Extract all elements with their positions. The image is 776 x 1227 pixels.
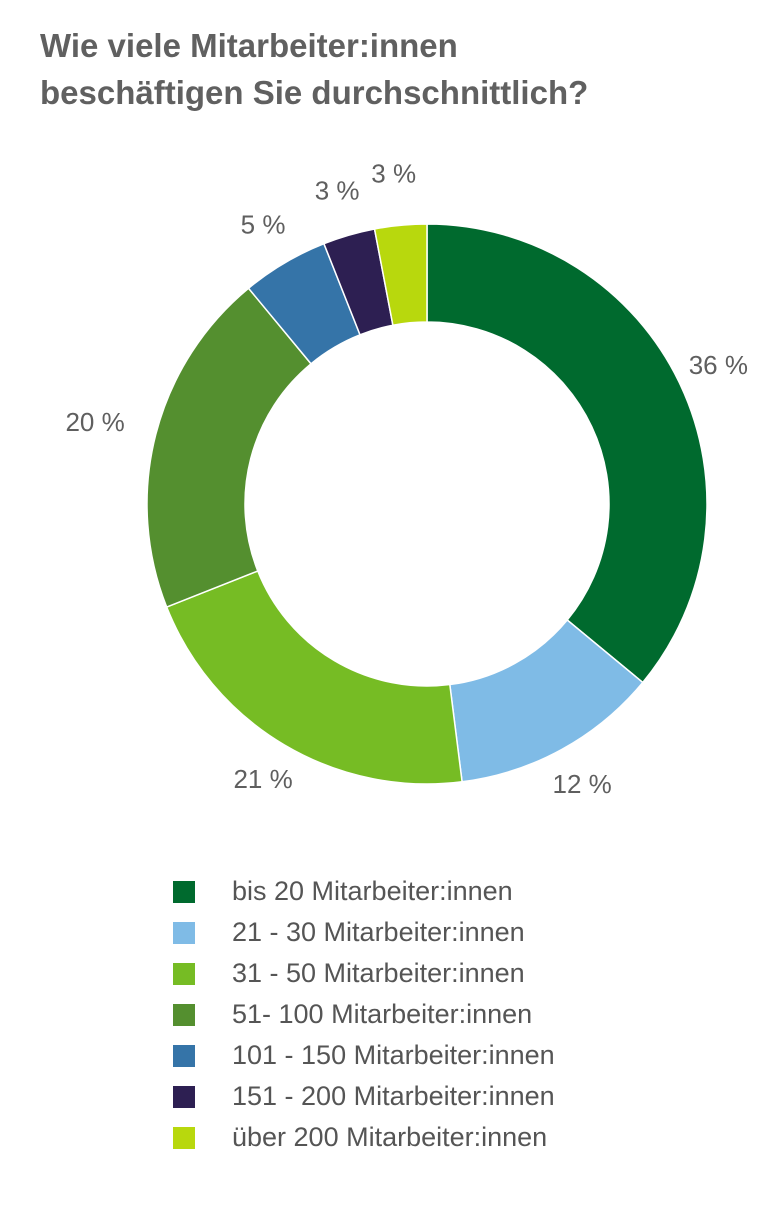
slice-value-label-7: 3 % [371, 158, 416, 188]
legend-label: 31 - 50 Mitarbeiter:innen [232, 958, 525, 988]
slice-value-label-1: 36 % [689, 350, 748, 380]
legend-swatch [173, 1126, 195, 1149]
slice-value-label-6: 3 % [315, 176, 360, 206]
legend-item: über 200 Mitarbeiter:innen [173, 1117, 555, 1158]
slice-value-label-3: 21 % [233, 764, 292, 794]
legend-swatch [173, 880, 195, 903]
donut-slice-4 [146, 287, 313, 609]
legend-swatch [173, 1044, 195, 1067]
donut-chart: 36 % 12 % 21 % 20 % 5 % 3 % 3 % [65, 158, 748, 799]
legend-swatch [173, 1085, 195, 1108]
donut-slice-1 [426, 223, 708, 684]
legend-item: 31 - 50 Mitarbeiter:innen [173, 953, 555, 994]
legend-label: über 200 Mitarbeiter:innen [232, 1122, 548, 1152]
legend-item: 151 - 200 Mitarbeiter:innen [173, 1076, 555, 1117]
chart-title: Wie viele Mitarbeiter:innen beschäftigen… [40, 22, 740, 116]
slice-value-label-2: 12 % [552, 769, 611, 799]
legend-item: 21 - 30 Mitarbeiter:innen [173, 912, 555, 953]
chart-title-line-2: beschäftigen Sie durchschnittlich? [40, 74, 589, 111]
chart-title-line-1: Wie viele Mitarbeiter:innen [40, 27, 458, 64]
donut-slice-7 [373, 223, 428, 327]
legend-swatch [173, 921, 195, 944]
legend-item: 51- 100 Mitarbeiter:innen [173, 994, 555, 1035]
legend-label: bis 20 Mitarbeiter:innen [232, 876, 513, 906]
legend-swatch [173, 1003, 195, 1026]
donut-value-labels: 36 % 12 % 21 % 20 % 5 % 3 % 3 % [65, 158, 748, 799]
legend-item: 101 - 150 Mitarbeiter:innen [173, 1035, 555, 1076]
legend-item: bis 20 Mitarbeiter:innen [173, 871, 555, 912]
slice-value-label-4: 20 % [65, 407, 124, 437]
slice-value-label-5: 5 % [241, 210, 286, 240]
legend-label: 51- 100 Mitarbeiter:innen [232, 999, 533, 1029]
donut-slices [146, 223, 708, 785]
chart-legend: bis 20 Mitarbeiter:innen 21 - 30 Mitarbei… [173, 871, 555, 1158]
legend-label: 21 - 30 Mitarbeiter:innen [232, 917, 525, 947]
donut-slice-3 [165, 570, 463, 785]
legend-swatch [173, 962, 195, 985]
legend-label: 151 - 200 Mitarbeiter:innen [232, 1081, 555, 1111]
legend-label: 101 - 150 Mitarbeiter:innen [232, 1040, 555, 1070]
